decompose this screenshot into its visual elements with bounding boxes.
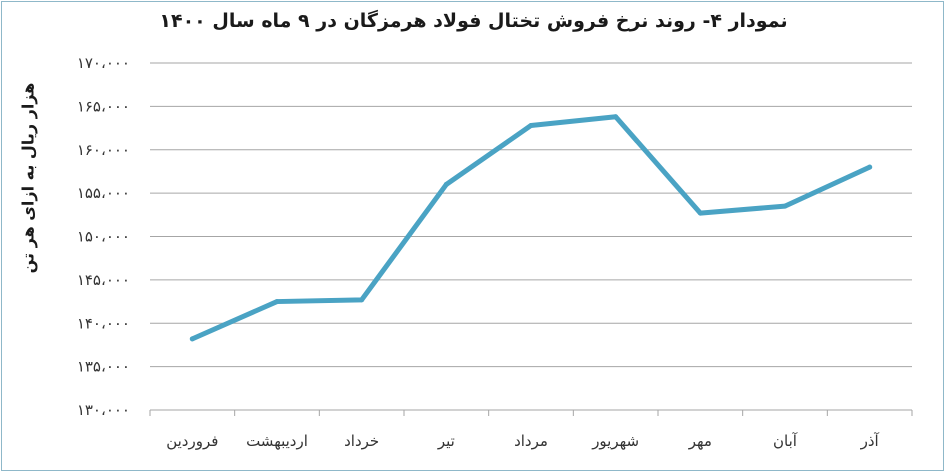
data-point — [782, 203, 788, 209]
x-category-label: آذر — [860, 432, 880, 450]
y-tick-label: ۱۵۰،۰۰۰ — [77, 228, 130, 246]
y-tick-labels: ۱۳۰،۰۰۰ ۱۳۵،۰۰۰ ۱۴۰،۰۰۰ ۱۴۵،۰۰۰ ۱۵۰،۰۰۰ ۱۵۵،۰… — [77, 54, 130, 419]
y-tick-label: ۱۳۰،۰۰۰ — [77, 401, 130, 419]
x-category-label: خرداد — [344, 432, 379, 450]
x-category-label: تیر — [437, 432, 455, 450]
data-point — [359, 297, 365, 303]
y-tick-label: ۱۵۵،۰۰۰ — [77, 184, 130, 202]
data-point — [867, 164, 873, 170]
y-tick-label: ۱۴۵،۰۰۰ — [77, 271, 130, 289]
x-category-label: مرداد — [514, 432, 548, 450]
series — [189, 114, 873, 342]
y-tick-label: ۱۶۵،۰۰۰ — [77, 97, 130, 115]
data-point — [697, 210, 703, 216]
y-tick-label: ۱۶۰،۰۰۰ — [77, 141, 130, 159]
x-category-label: شهریور — [591, 432, 639, 450]
data-point — [274, 299, 280, 305]
data-point — [528, 122, 534, 128]
x-category-label: فروردین — [166, 432, 218, 450]
x-category-label: اردیبهشت — [246, 432, 308, 450]
y-tick-label: ۱۷۰،۰۰۰ — [77, 54, 130, 72]
data-point — [189, 336, 195, 342]
data-point — [443, 181, 449, 187]
y-tick-label: ۱۳۵،۰۰۰ — [77, 358, 130, 376]
data-point — [613, 114, 619, 120]
y-tick-label: ۱۴۰،۰۰۰ — [77, 314, 130, 332]
x-category-labels: فروردین اردیبهشت خرداد تیر مرداد شهریور مهر آبا… — [166, 432, 879, 450]
gridlines — [149, 62, 913, 416]
x-category-label: آبان — [773, 432, 798, 450]
x-category-label: مهر — [688, 432, 712, 450]
chart-title: نمودار ۴- روند نرخ فروش تختال فولاد هرمز… — [159, 10, 788, 32]
